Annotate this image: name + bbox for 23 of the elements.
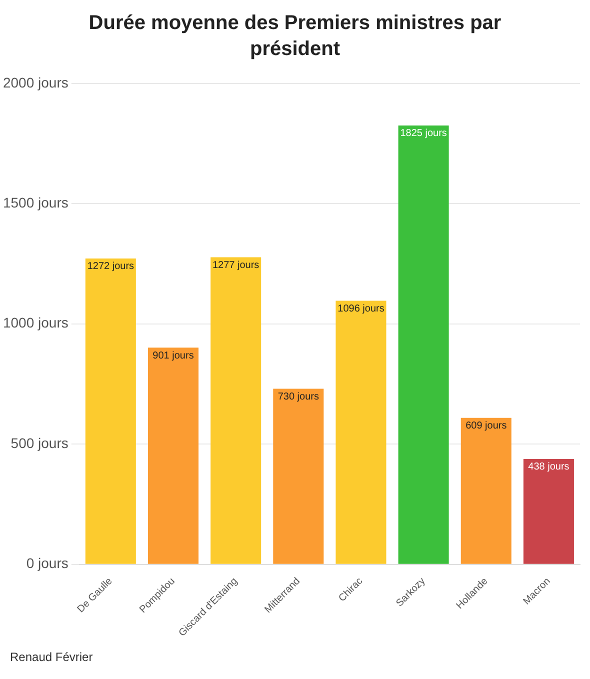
y-tick-label: 500 jours xyxy=(10,434,68,451)
bar xyxy=(85,258,136,564)
y-tick-label: 1500 jours xyxy=(2,194,68,210)
data-label: 1096 jours xyxy=(338,304,384,315)
data-label: 901 jours xyxy=(152,350,194,362)
data-label: 1272 jours xyxy=(87,261,134,272)
data-label: 1825 jours xyxy=(400,128,447,140)
text: Renaud Février xyxy=(9,650,94,664)
y-tick-label: 0 jours xyxy=(26,555,68,572)
bar xyxy=(273,388,324,564)
data-label: 1277 jours xyxy=(212,260,260,272)
data-label: 438 jours xyxy=(528,462,570,473)
bar xyxy=(336,300,386,564)
bar xyxy=(148,348,199,564)
data-label: 730 jours xyxy=(278,392,319,403)
y-tick-label: 2000 jours xyxy=(2,74,68,90)
bar xyxy=(398,125,449,564)
bar xyxy=(460,418,512,564)
bar xyxy=(523,459,574,564)
bar xyxy=(210,257,262,564)
y-tick-label: 1000 jours xyxy=(2,314,68,331)
chart-title: Durée moyenne des Premiers ministres par président xyxy=(88,11,502,62)
data-label: 609 jours xyxy=(466,420,507,432)
